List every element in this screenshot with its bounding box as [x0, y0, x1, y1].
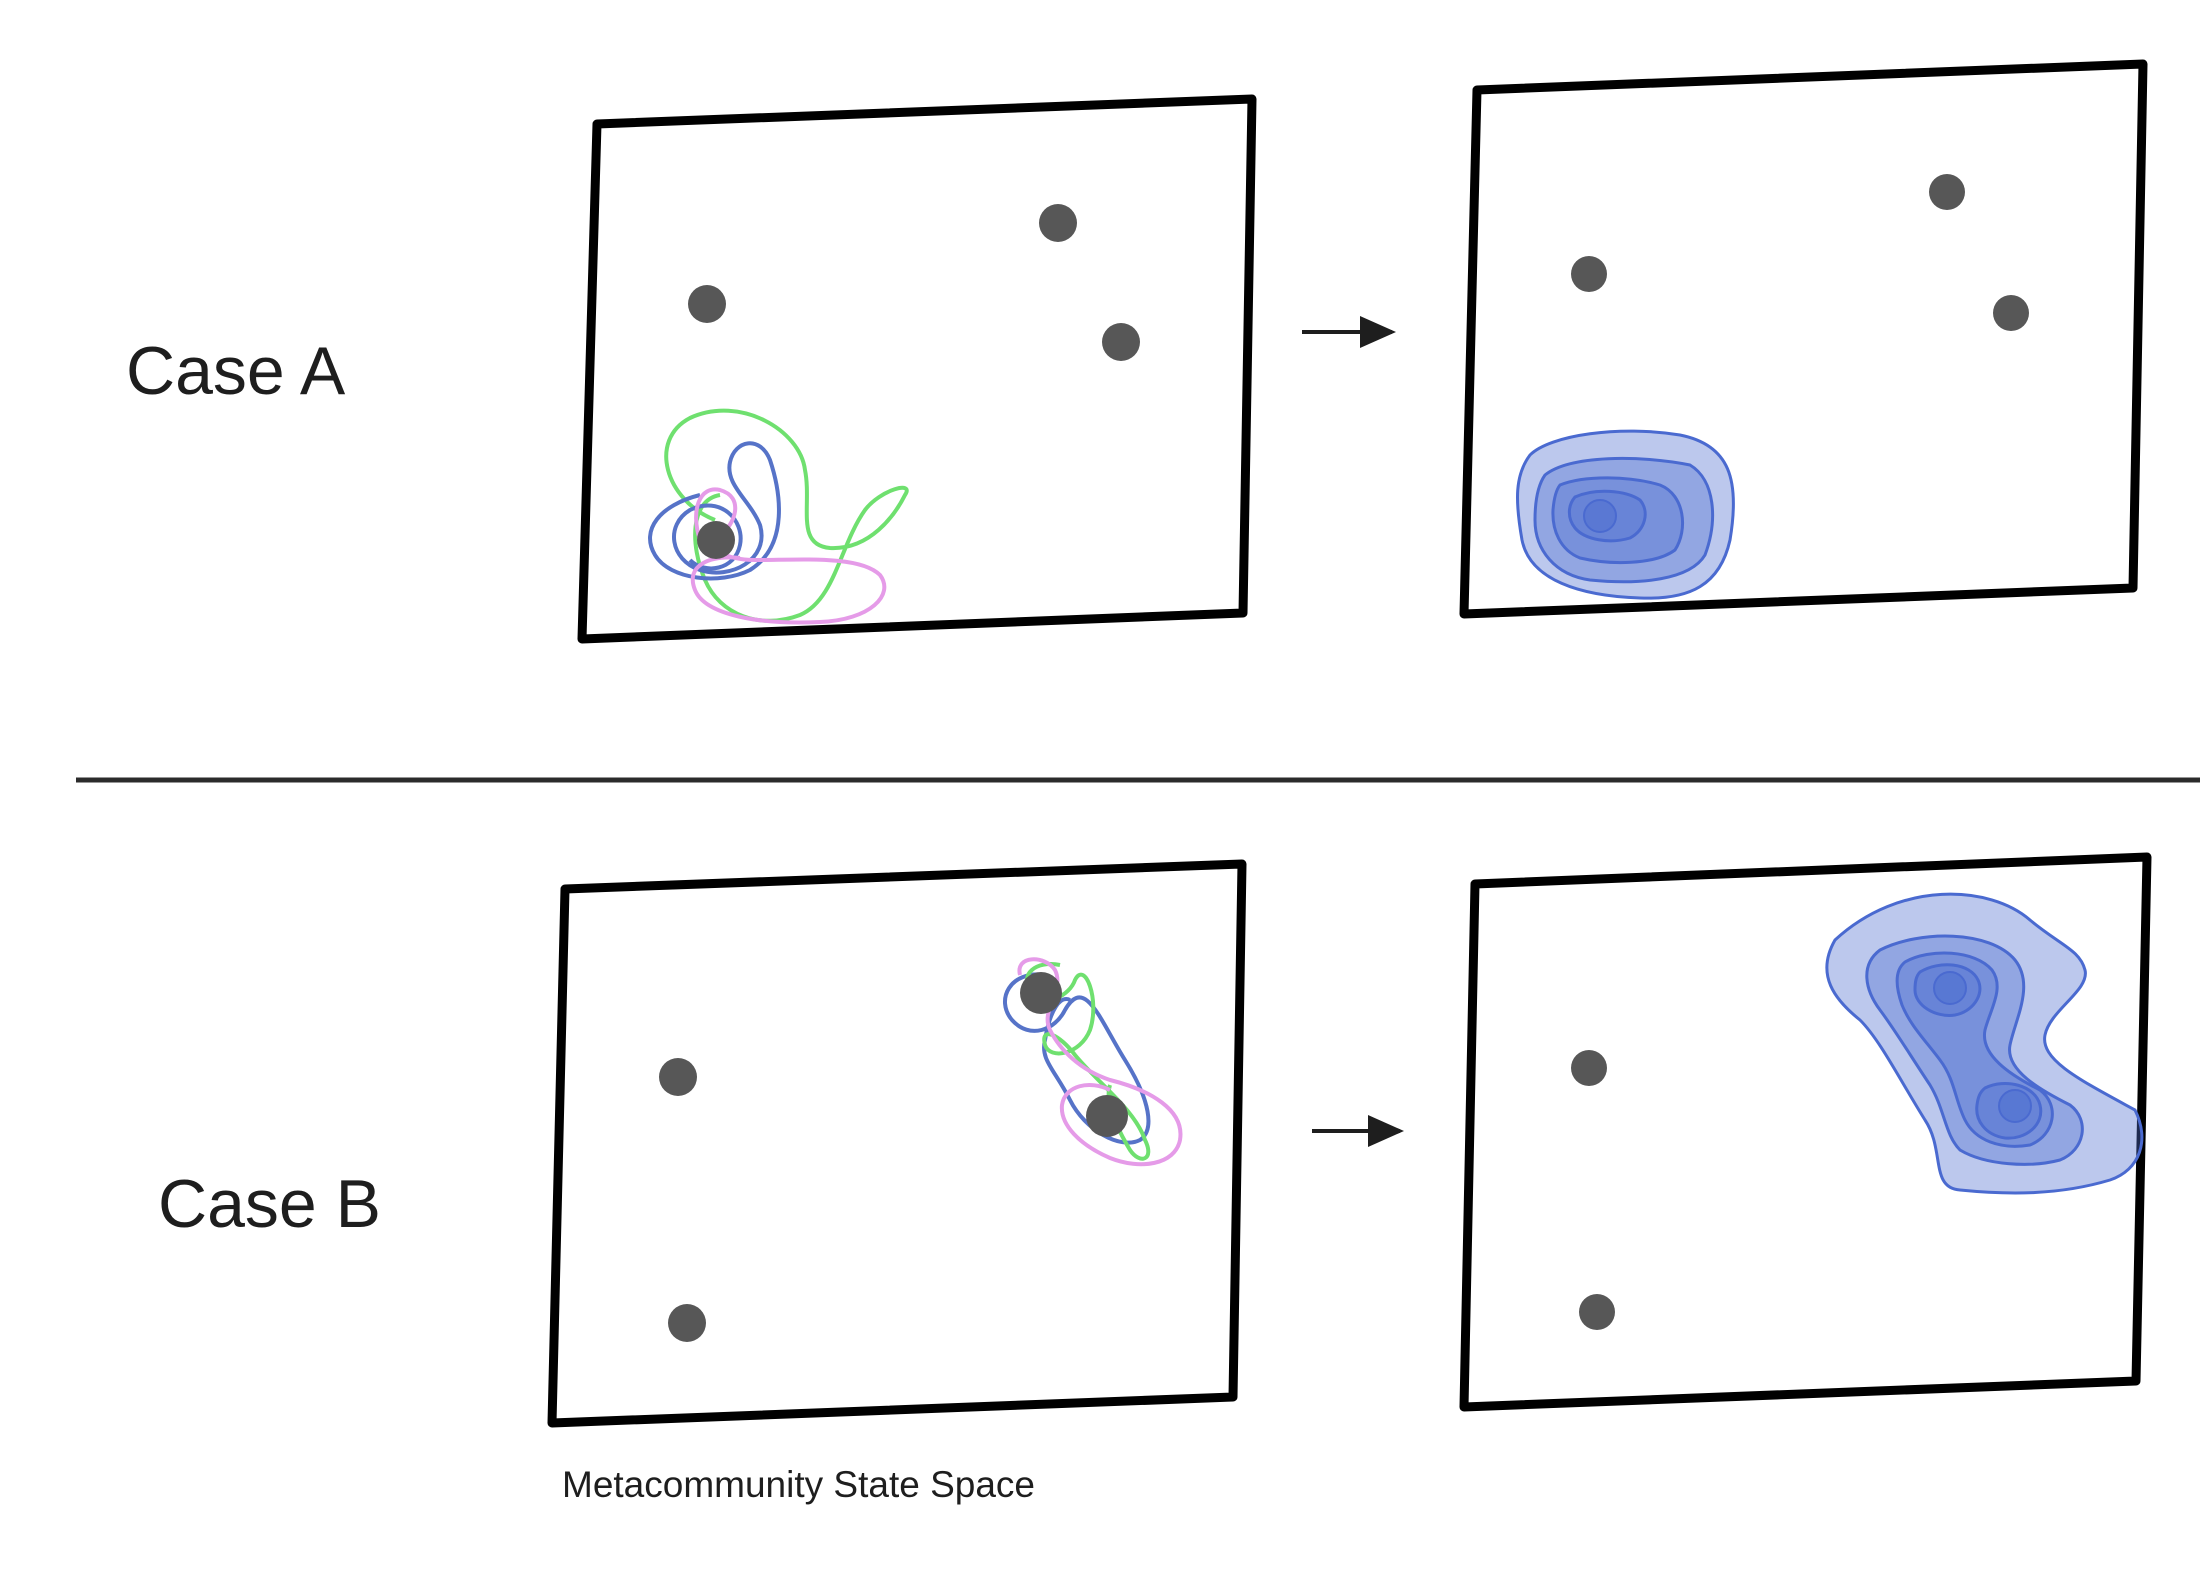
attractor-point — [1102, 323, 1140, 361]
density-peak — [1933, 971, 1967, 1005]
case-b-after-panel — [1459, 852, 2152, 1412]
attractor-point — [697, 521, 735, 559]
trajectory-green — [664, 408, 909, 623]
attractor-point — [659, 1058, 697, 1096]
state-space-caption: Metacommunity State Space — [562, 1464, 1035, 1505]
density-contour — [1551, 476, 1685, 564]
density-contour — [1515, 429, 1735, 600]
attractor-point — [688, 285, 726, 323]
attractor-point — [668, 1304, 706, 1342]
trajectory-pink — [690, 487, 887, 625]
trajectory-blue — [648, 441, 781, 581]
attractor-point — [1929, 174, 1965, 210]
case-b-before-frame — [547, 859, 1247, 1428]
attractor-point — [1020, 972, 1062, 1014]
case-b-after-frame — [1459, 852, 2152, 1412]
case-a-after-frame — [1459, 59, 2148, 619]
attractor-point — [1039, 204, 1077, 242]
case-a-after-panel — [1459, 59, 2148, 619]
case-a-label: Case A — [126, 333, 346, 409]
case-b-before-panel — [547, 859, 1247, 1428]
case-b-label: Case B — [158, 1166, 381, 1242]
attractor-point — [1571, 256, 1607, 292]
density-peak — [1583, 499, 1617, 533]
attractor-point — [1993, 295, 2029, 331]
attractor-point — [1579, 1294, 1615, 1330]
density-peak — [1998, 1089, 2032, 1123]
case-a-before-panel — [577, 94, 1257, 644]
case-a-before-frame — [577, 94, 1257, 644]
attractor-point — [1086, 1095, 1128, 1137]
attractor-point — [1571, 1050, 1607, 1086]
